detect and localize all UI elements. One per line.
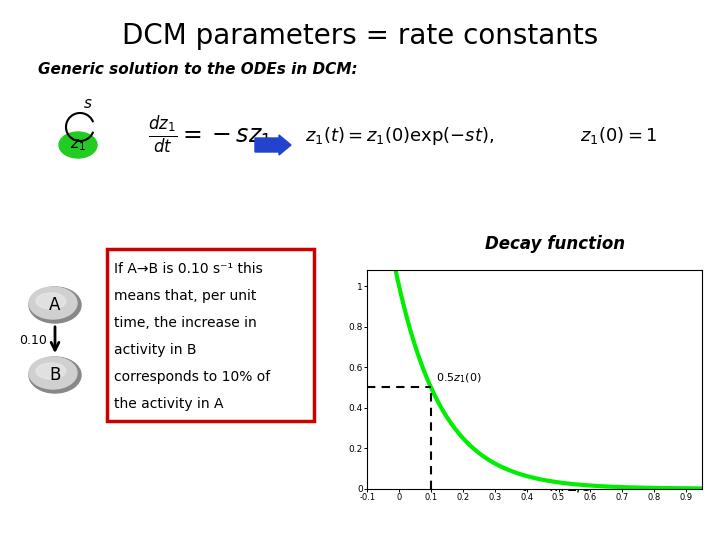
Text: corresponds to 10% of: corresponds to 10% of [114, 370, 270, 384]
Ellipse shape [29, 287, 77, 319]
Text: $s$: $s$ [84, 96, 93, 111]
Text: If A→B is 0.10 s⁻¹ this: If A→B is 0.10 s⁻¹ this [114, 262, 263, 276]
Text: $\tau = \ln 2/s$: $\tau = \ln 2/s$ [518, 476, 593, 495]
Text: time, the increase in: time, the increase in [114, 316, 257, 330]
Text: A: A [49, 296, 60, 314]
Text: $z_1$: $z_1$ [70, 137, 86, 153]
Ellipse shape [29, 287, 81, 323]
FancyArrow shape [255, 135, 291, 155]
Ellipse shape [29, 357, 77, 389]
Text: means that, per unit: means that, per unit [114, 289, 256, 303]
Text: $\frac{dz_1}{dt} = -sz_1$: $\frac{dz_1}{dt} = -sz_1$ [148, 114, 271, 156]
Text: B: B [49, 366, 60, 384]
Text: Generic solution to the ODEs in DCM:: Generic solution to the ODEs in DCM: [38, 62, 358, 77]
FancyBboxPatch shape [107, 249, 314, 421]
Ellipse shape [59, 132, 97, 158]
Text: $z_1(0) = 1$: $z_1(0) = 1$ [580, 125, 657, 146]
Ellipse shape [36, 363, 66, 379]
Text: $0.5z_1(0)$: $0.5z_1(0)$ [436, 372, 482, 386]
Text: $z_1(t) = z_1(0)\exp(-st),$: $z_1(t) = z_1(0)\exp(-st),$ [305, 125, 495, 147]
Ellipse shape [36, 293, 66, 309]
Ellipse shape [29, 357, 81, 393]
Text: Decay function: Decay function [485, 235, 625, 253]
Text: the activity in A: the activity in A [114, 397, 223, 411]
Text: DCM parameters = rate constants: DCM parameters = rate constants [122, 22, 598, 50]
Text: 0.10: 0.10 [19, 334, 47, 347]
Text: activity in B: activity in B [114, 343, 197, 357]
